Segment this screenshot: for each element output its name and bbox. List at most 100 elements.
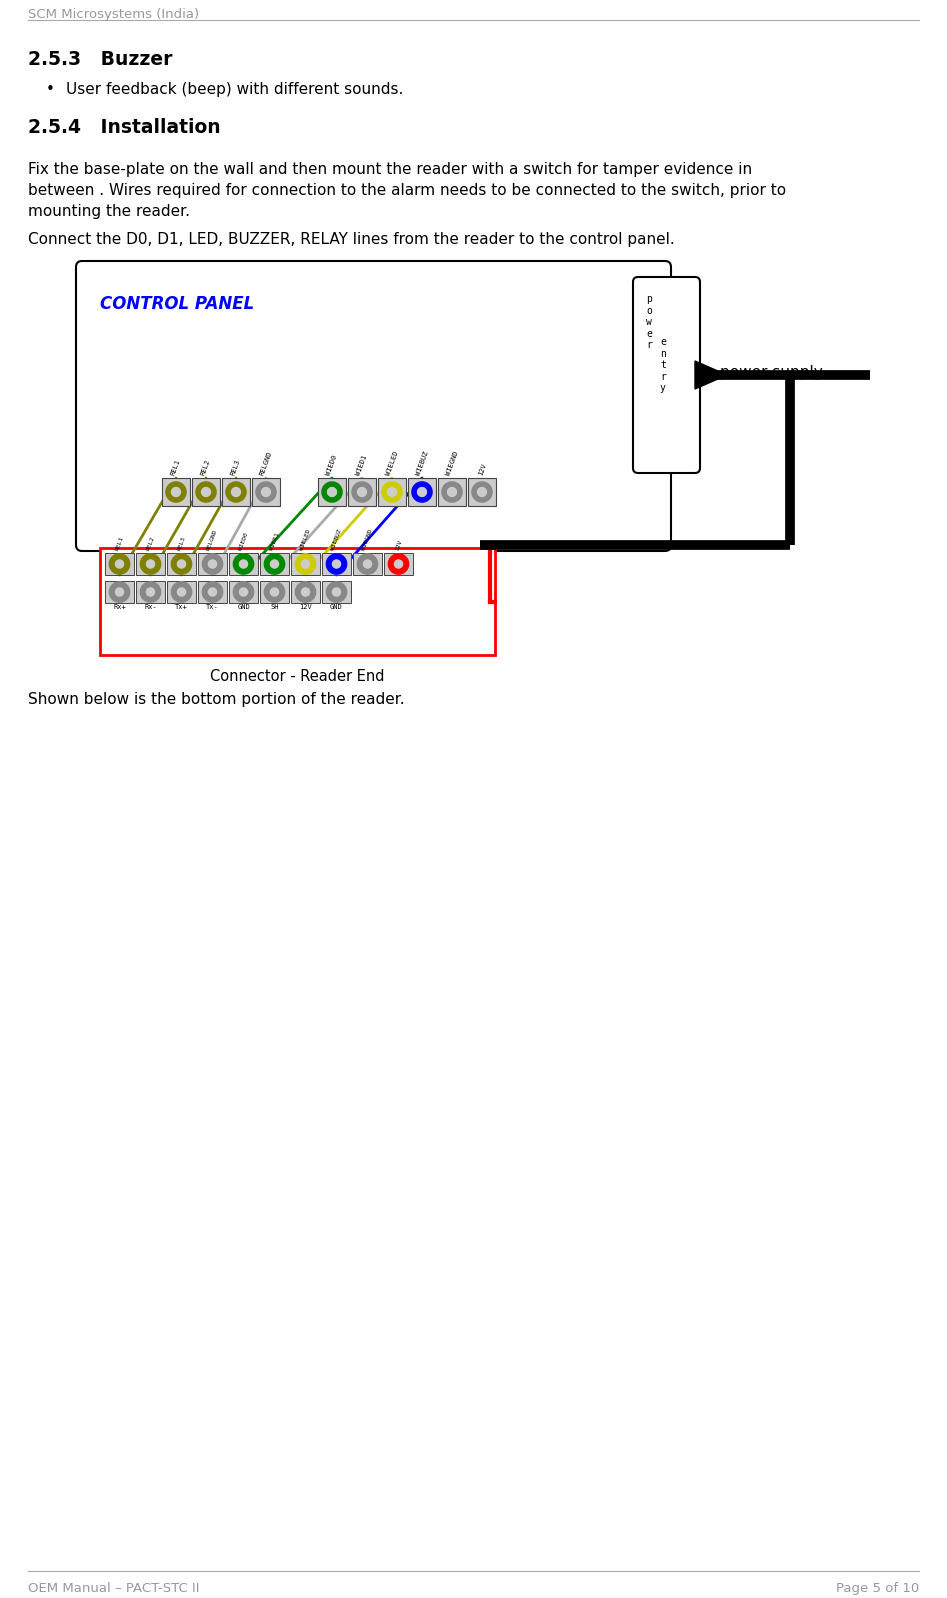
Text: WIEGND: WIEGND <box>362 529 374 551</box>
Circle shape <box>395 559 402 567</box>
FancyBboxPatch shape <box>76 260 671 551</box>
Circle shape <box>327 582 347 602</box>
FancyBboxPatch shape <box>136 553 165 575</box>
FancyBboxPatch shape <box>198 553 227 575</box>
Text: REL3: REL3 <box>230 459 241 476</box>
Text: REL1: REL1 <box>115 535 124 551</box>
Circle shape <box>301 559 310 567</box>
Circle shape <box>418 487 426 497</box>
Circle shape <box>261 487 271 497</box>
FancyBboxPatch shape <box>438 478 466 507</box>
Circle shape <box>271 559 278 567</box>
Circle shape <box>177 559 186 567</box>
Circle shape <box>166 483 186 502</box>
FancyBboxPatch shape <box>229 582 258 602</box>
Text: RELGND: RELGND <box>259 451 273 476</box>
Text: WIED0: WIED0 <box>326 454 338 476</box>
Text: p
o
w
e
r: p o w e r <box>646 294 652 350</box>
Circle shape <box>295 555 315 574</box>
Text: Rx+: Rx+ <box>113 604 126 610</box>
Text: WIED1: WIED1 <box>355 454 368 476</box>
Circle shape <box>477 487 487 497</box>
Text: Page 5 of 10: Page 5 of 10 <box>836 1582 919 1595</box>
Circle shape <box>109 555 130 574</box>
Circle shape <box>358 487 366 497</box>
Text: Connect the D0, D1, LED, BUZZER, RELAY lines from the reader to the control pane: Connect the D0, D1, LED, BUZZER, RELAY l… <box>28 232 675 248</box>
Text: GND: GND <box>237 604 250 610</box>
Text: WIELED: WIELED <box>384 451 400 476</box>
Circle shape <box>233 555 254 574</box>
Circle shape <box>208 588 217 596</box>
Circle shape <box>327 555 347 574</box>
FancyBboxPatch shape <box>378 478 406 507</box>
Text: 2.5.3   Buzzer: 2.5.3 Buzzer <box>28 50 172 69</box>
Text: power supply: power supply <box>720 364 823 379</box>
Circle shape <box>388 555 409 574</box>
FancyBboxPatch shape <box>384 553 413 575</box>
FancyBboxPatch shape <box>322 582 351 602</box>
Circle shape <box>171 487 181 497</box>
Circle shape <box>382 483 402 502</box>
Circle shape <box>472 483 492 502</box>
Text: User feedback (beep) with different sounds.: User feedback (beep) with different soun… <box>66 81 403 97</box>
Circle shape <box>448 487 456 497</box>
Text: GND: GND <box>331 604 343 610</box>
Text: OEM Manual – PACT-STC II: OEM Manual – PACT-STC II <box>28 1582 200 1595</box>
FancyBboxPatch shape <box>468 478 496 507</box>
Text: Connector - Reader End: Connector - Reader End <box>210 670 384 684</box>
Circle shape <box>203 582 223 602</box>
Circle shape <box>364 559 371 567</box>
Circle shape <box>352 483 372 502</box>
FancyBboxPatch shape <box>291 553 320 575</box>
FancyBboxPatch shape <box>318 478 346 507</box>
FancyBboxPatch shape <box>353 553 382 575</box>
Circle shape <box>332 588 341 596</box>
Circle shape <box>256 483 277 502</box>
Circle shape <box>322 483 342 502</box>
FancyBboxPatch shape <box>252 478 280 507</box>
Text: REL2: REL2 <box>146 535 155 551</box>
Text: WIER1: WIER1 <box>269 532 280 551</box>
Text: WIELED: WIELED <box>299 529 312 551</box>
Text: SCM Microsystems (India): SCM Microsystems (India) <box>28 8 199 21</box>
Polygon shape <box>695 361 727 388</box>
FancyBboxPatch shape <box>291 582 320 602</box>
FancyBboxPatch shape <box>162 478 190 507</box>
Circle shape <box>116 559 123 567</box>
Circle shape <box>233 582 254 602</box>
Circle shape <box>301 588 310 596</box>
Circle shape <box>295 582 315 602</box>
FancyBboxPatch shape <box>408 478 436 507</box>
Circle shape <box>116 588 123 596</box>
Text: REL2: REL2 <box>200 459 212 476</box>
Text: Tx+: Tx+ <box>175 604 188 610</box>
Text: 12V: 12V <box>394 539 402 551</box>
Circle shape <box>231 487 241 497</box>
Text: 12V: 12V <box>477 462 487 476</box>
Circle shape <box>147 588 154 596</box>
FancyBboxPatch shape <box>192 478 220 507</box>
Circle shape <box>332 559 341 567</box>
FancyBboxPatch shape <box>167 582 196 602</box>
Circle shape <box>412 483 432 502</box>
Circle shape <box>264 582 285 602</box>
FancyBboxPatch shape <box>198 582 227 602</box>
FancyBboxPatch shape <box>167 553 196 575</box>
Circle shape <box>171 555 191 574</box>
FancyBboxPatch shape <box>348 478 376 507</box>
Circle shape <box>357 555 378 574</box>
Text: REL1: REL1 <box>170 459 182 476</box>
Text: RELGND: RELGND <box>206 529 219 551</box>
FancyBboxPatch shape <box>229 553 258 575</box>
FancyBboxPatch shape <box>633 276 700 473</box>
Text: WIEGND: WIEGND <box>445 451 459 476</box>
Circle shape <box>240 559 247 567</box>
Circle shape <box>271 588 278 596</box>
Text: WIED0: WIED0 <box>238 532 249 551</box>
Circle shape <box>203 555 223 574</box>
Circle shape <box>171 582 191 602</box>
Circle shape <box>264 555 285 574</box>
Circle shape <box>147 559 154 567</box>
Circle shape <box>202 487 210 497</box>
FancyBboxPatch shape <box>100 548 495 655</box>
